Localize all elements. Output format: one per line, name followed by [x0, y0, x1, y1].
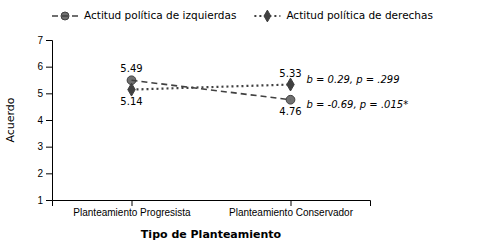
- y-tick: 3: [37, 141, 52, 152]
- y-tick-mark: [46, 40, 52, 41]
- legend-item: Actitud política de izquierdas: [52, 9, 236, 21]
- y-axis-title: Acuerdo: [4, 97, 17, 142]
- x-tick-label: Planteamiento Conservador: [229, 207, 354, 218]
- series-line: [132, 85, 291, 90]
- legend-label: Actitud política de derechas: [286, 9, 433, 21]
- labels: 5.49 4.76 5.14 5.33 b = -0.69, p = .015* b = …: [120, 63, 408, 116]
- x-axis: Planteamiento Progresista Planteamiento C…: [53, 200, 371, 218]
- legend-item: Actitud política de derechas: [254, 9, 433, 22]
- series-marker: [287, 78, 294, 91]
- y-tick-label: 3: [37, 141, 43, 152]
- y-tick: 1: [37, 195, 52, 206]
- y-tick-label: 4: [37, 115, 43, 126]
- y-tick-label: 6: [37, 61, 43, 72]
- x-tick: Planteamiento Progresista: [73, 200, 191, 218]
- data-label: 5.14: [120, 96, 142, 107]
- y-tick-label: 1: [37, 195, 43, 206]
- x-axis-title: Tipo de Planteamiento: [141, 228, 282, 241]
- plot-area: 1234567Planteamiento ProgresistaPlanteam…: [37, 35, 408, 218]
- y-tick-label: 5: [37, 88, 43, 99]
- legend-marker: [264, 10, 271, 22]
- chart: 1234567Planteamiento ProgresistaPlanteam…: [0, 0, 500, 246]
- annotation: b = -0.69, p = .015*: [307, 99, 409, 110]
- data-label: 5.33: [279, 68, 301, 79]
- x-tick-mark: [291, 200, 292, 206]
- annotation: b = 0.29, p = .299: [307, 74, 400, 85]
- legend-marker: [61, 12, 69, 20]
- legend-label: Actitud política de izquierdas: [84, 9, 236, 21]
- y-tick-mark: [46, 200, 52, 201]
- y-tick-mark: [46, 173, 52, 174]
- y-tick-mark: [46, 147, 52, 148]
- y-axis-line: [46, 41, 53, 201]
- x-tick: Planteamiento Conservador: [229, 200, 354, 218]
- x-tick-mark: [132, 200, 133, 206]
- data-label: 4.76: [279, 106, 301, 117]
- series-marker: [128, 83, 135, 96]
- x-axis-line: [53, 201, 371, 207]
- y-tick-mark: [46, 67, 52, 68]
- marks: [127, 76, 295, 104]
- series-line: [132, 80, 291, 99]
- y-tick: 6: [37, 61, 52, 72]
- y-tick-label: 7: [37, 35, 43, 46]
- y-tick: 7: [37, 35, 52, 46]
- y-axis: 1 2 3 4 5 6 7: [37, 35, 52, 206]
- y-tick: 2: [37, 168, 52, 179]
- data-label: 5.49: [120, 63, 142, 74]
- y-tick: 5: [37, 88, 52, 99]
- series-marker: [286, 95, 295, 104]
- y-tick-label: 2: [37, 168, 43, 179]
- y-tick-mark: [46, 93, 52, 94]
- y-tick-mark: [46, 120, 52, 121]
- x-tick-label: Planteamiento Progresista: [73, 207, 191, 218]
- y-tick: 4: [37, 115, 52, 126]
- legend: Actitud política de izquierdas Actitud po…: [52, 9, 433, 22]
